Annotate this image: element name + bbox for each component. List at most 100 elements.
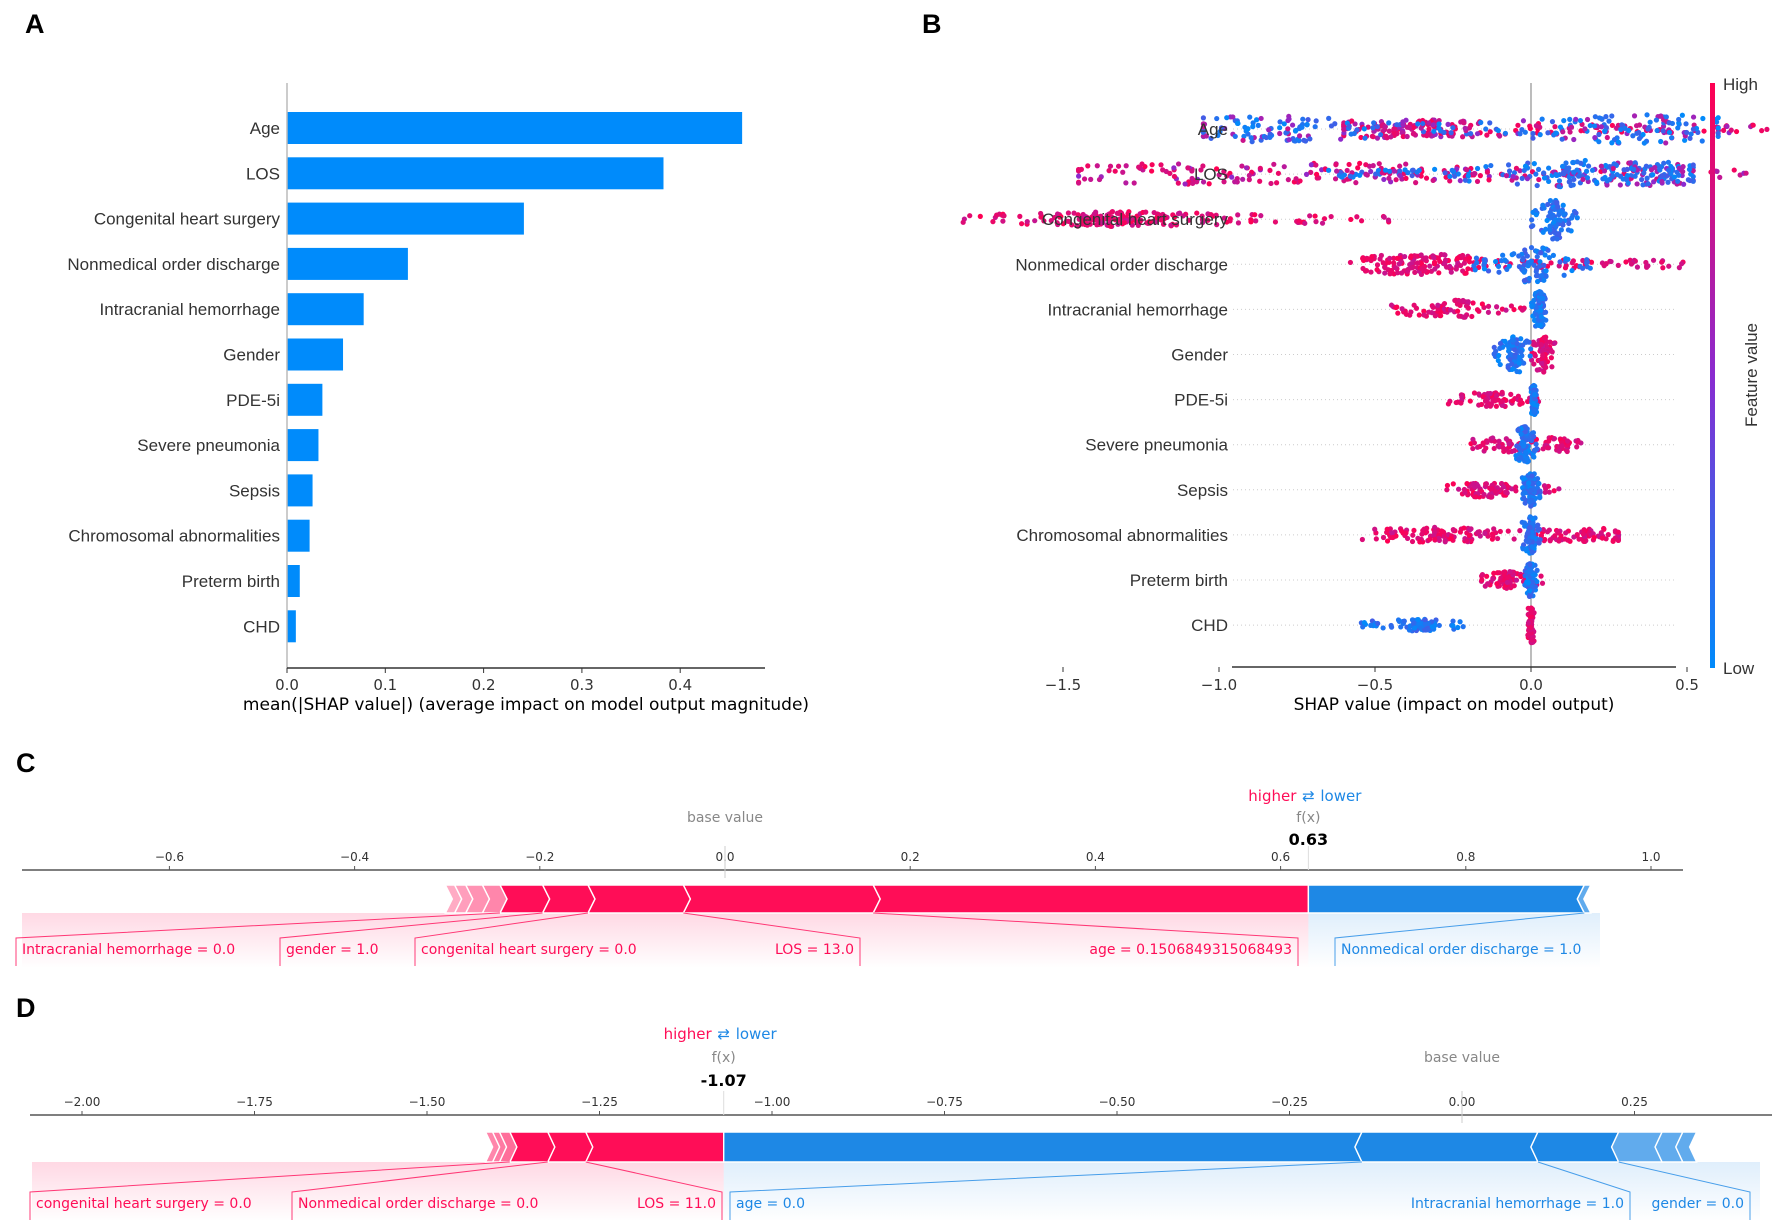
point-high [1376,161,1382,167]
point-low [1400,119,1406,125]
point-high [1608,258,1614,265]
point-high [1346,161,1352,168]
point-high [1591,534,1597,541]
colorbar [1710,83,1715,668]
point-high [1060,221,1066,227]
point-low [1631,113,1638,119]
point-high [1540,527,1546,533]
point-high [1198,167,1204,173]
point-low [1497,345,1503,351]
point-low [1587,265,1593,271]
point-low [1527,562,1533,568]
x-tick-label: 1.0 [1641,850,1660,864]
point-low [1481,257,1487,263]
point-high [1431,261,1438,267]
point-high [1075,212,1081,218]
point-high [1615,262,1621,268]
point-high [1492,398,1498,404]
point-low [1566,165,1572,171]
point-high [1541,369,1547,375]
point-low [1525,529,1531,536]
point-low [1326,167,1332,173]
legend-lower: lower [736,1025,778,1043]
positive-force-segment [541,884,596,914]
point-low [1523,546,1529,552]
point-low [1496,352,1502,359]
point-low [1592,135,1598,141]
beeswarm-row-chromosomal-abnormalities [1359,514,1621,556]
point-low [1304,122,1310,128]
point-high [1574,532,1580,538]
point-low [1516,253,1522,259]
point-low [1666,129,1673,136]
point-low [1520,476,1527,482]
point-high [1213,212,1219,218]
point-high [1000,218,1006,224]
point-low [1312,124,1318,130]
point-high [1504,574,1511,581]
point-high [1024,218,1030,225]
point-high [1372,526,1378,532]
point-high [1386,128,1392,134]
point-high [1528,357,1535,363]
beeswarm-row-gender [1491,334,1558,375]
point-high [1395,310,1401,316]
point-low [1391,168,1397,174]
point-high [1490,576,1496,582]
point-low [1715,130,1721,137]
point-low [1571,136,1577,143]
point-low [1538,250,1544,256]
point-high [1511,448,1518,454]
point-low [1495,263,1502,269]
fx-value: 0.63 [1289,830,1328,849]
point-low [1487,120,1493,126]
point-high [1391,126,1397,132]
point-low [1346,123,1352,129]
point-high [1539,580,1546,586]
point-high [1363,268,1370,274]
point-high [1489,494,1495,500]
point-high [1171,173,1178,180]
point-high [1423,175,1430,181]
point-low [1509,366,1515,373]
point-low [1598,124,1605,130]
point-low [1624,166,1630,172]
point-high [1352,121,1358,127]
point-low [1418,625,1424,631]
point-low [1462,177,1469,183]
point-low [1715,125,1721,131]
point-high [1575,439,1581,445]
point-low [1533,248,1539,254]
point-low [1529,303,1535,309]
negative-shade [1308,913,1600,968]
point-low [1249,139,1255,145]
point-high [1054,220,1060,226]
point-high [1547,339,1553,345]
point-high [1355,165,1361,171]
point-high [1374,135,1381,141]
point-low [1554,236,1560,242]
point-low [1645,126,1651,132]
point-high [1205,217,1211,223]
point-low [1534,254,1540,260]
point-low [1619,122,1625,128]
point-low [1560,202,1566,208]
point-high [1470,300,1476,306]
point-low [1593,179,1600,185]
point-high [1253,218,1259,224]
point-low [1543,272,1549,279]
point-high [1714,168,1720,174]
point-high [1569,260,1575,266]
positive-force-segment [484,1131,501,1163]
point-high [1271,161,1277,167]
point-high [1432,536,1438,542]
point-high [1556,448,1562,454]
point-high [1454,255,1461,261]
point-high [1458,400,1464,406]
point-high [1483,481,1490,487]
point-high [1453,399,1459,406]
point-low [1281,121,1287,127]
point-low [1687,135,1693,141]
point-high [1515,122,1521,128]
panel-d-force-plot: −2.00 −1.75 −1.50 −1.25 −1.00 −0.75 −0.50 −0.25… [29,1025,1772,1220]
